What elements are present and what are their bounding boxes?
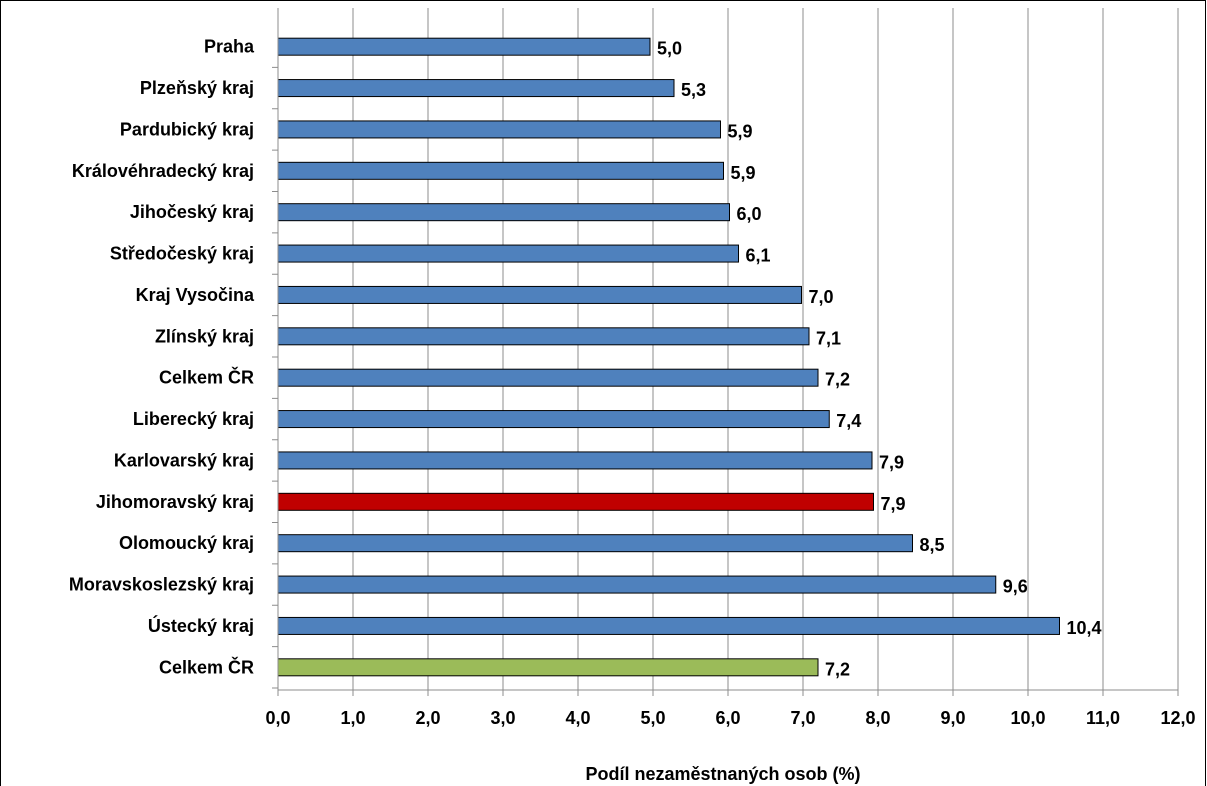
category-label: Ústecký kraj <box>148 615 254 636</box>
value-label: 7,0 <box>809 287 834 307</box>
value-label: 6,1 <box>746 246 771 266</box>
category-label: Pardubický kraj <box>120 119 254 139</box>
bars <box>277 37 1060 677</box>
category-label: Kraj Vysočina <box>136 285 255 305</box>
x-tick-label: 8,0 <box>865 708 890 728</box>
value-label: 5,9 <box>731 163 756 183</box>
value-label: 6,0 <box>737 204 762 224</box>
bar <box>277 203 730 222</box>
category-label: Moravskoslezský kraj <box>69 575 254 595</box>
category-label: Středočeský kraj <box>110 244 254 264</box>
bar <box>277 658 819 677</box>
value-label: 5,9 <box>728 121 753 141</box>
bar <box>277 575 997 594</box>
value-label: 7,2 <box>825 370 850 390</box>
bar <box>277 79 675 98</box>
x-tick-label: 9,0 <box>940 708 965 728</box>
category-label: Celkem ČR <box>159 367 254 388</box>
bar <box>277 410 830 429</box>
category-label: Plzeňský kraj <box>140 78 254 98</box>
bar <box>277 492 874 511</box>
bar <box>277 451 873 470</box>
category-label: Zlínský kraj <box>155 326 254 346</box>
bar <box>277 368 819 387</box>
value-label: 7,1 <box>816 328 841 348</box>
category-label: Karlovarský kraj <box>114 450 254 470</box>
category-label: Olomoucký kraj <box>119 533 254 553</box>
bar <box>277 120 721 139</box>
x-tick-label: 2,0 <box>415 708 440 728</box>
labels: 0,0 1,0 2,0 3,0 4,0 5,0 6,0 7,0 8,0 9,0 10,0 11,0 12… <box>69 37 1196 728</box>
x-tick-label: 0,0 <box>265 708 290 728</box>
value-label: 7,9 <box>879 452 904 472</box>
value-label: 10,4 <box>1067 618 1102 638</box>
x-tick-label: 1,0 <box>340 708 365 728</box>
bar <box>277 161 724 180</box>
value-label: 8,5 <box>920 535 945 555</box>
x-axis-title: Podíl nezaměstnaných osob (%) <box>585 764 860 784</box>
x-tick-label: 4,0 <box>565 708 590 728</box>
category-label: Liberecký kraj <box>133 409 254 429</box>
axes <box>272 8 1179 696</box>
x-tick-label: 7,0 <box>790 708 815 728</box>
bar <box>277 244 739 263</box>
value-label: 9,6 <box>1003 577 1028 597</box>
value-label: 5,0 <box>657 39 682 59</box>
value-label: 7,4 <box>836 411 861 431</box>
bar <box>277 616 1060 635</box>
category-label: Praha <box>204 37 255 57</box>
bar <box>277 327 810 346</box>
value-label: 7,2 <box>825 659 850 679</box>
x-tick-label: 3,0 <box>490 708 515 728</box>
category-label: Královéhradecký kraj <box>72 161 254 181</box>
value-label: 7,9 <box>881 494 906 514</box>
x-tick-label: 6,0 <box>715 708 740 728</box>
bar <box>277 534 913 553</box>
x-tick-label: 12,0 <box>1160 708 1195 728</box>
x-tick-label: 11,0 <box>1086 708 1120 728</box>
value-label: 5,3 <box>681 80 706 100</box>
x-tick-label: 5,0 <box>640 708 665 728</box>
category-label: Jihomoravský kraj <box>96 492 254 512</box>
category-label: Celkem ČR <box>159 656 254 677</box>
bar <box>277 285 802 304</box>
category-label: Jihočeský kraj <box>130 202 254 222</box>
bar <box>277 37 651 56</box>
x-tick-label: 10,0 <box>1010 708 1045 728</box>
